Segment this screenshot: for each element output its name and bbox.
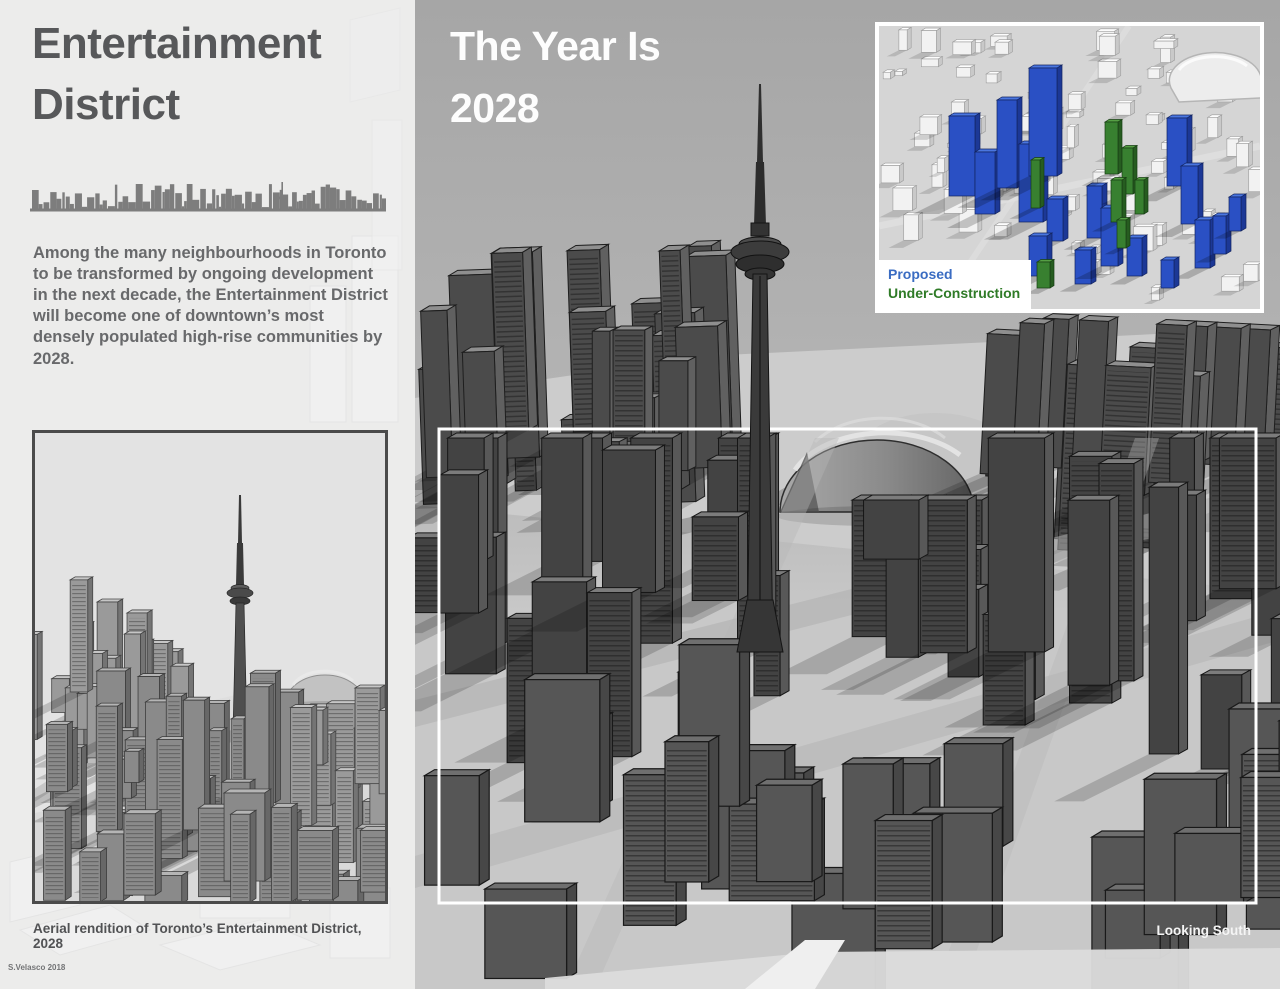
headline: The Year Is 2028 [450,23,661,131]
watermark-sketch [9,7,403,971]
main-render-canvas [415,0,1280,989]
legend-proposed-label: Proposed [888,266,953,283]
view-direction-label: Looking South [1156,923,1251,938]
author-credit: S.Velasco 2018 [8,963,66,972]
intro-paragraph: Among the many neighbourhoods in Toronto… [33,244,388,368]
cn-tower [730,84,790,653]
skyline-silhouette [30,182,386,212]
main-render [415,0,1280,989]
left-panel: Entertainment District Among the many ne… [0,0,415,989]
map-legend: Proposed Under-Construction [879,260,1031,309]
inset-development-map: Proposed Under-Construction [875,22,1264,313]
thumbnail-caption: Aerial rendition of Toronto’s Entertainm… [33,921,362,951]
legend-under-construction-label: Under-Construction [888,285,1021,302]
rogers-centre-dome [777,413,1013,526]
aerial-thumbnail-render [35,433,385,901]
poster-title: Entertainment District [32,19,322,129]
focus-area-outline [437,427,1258,905]
aerial-thumbnail-frame [32,430,388,904]
